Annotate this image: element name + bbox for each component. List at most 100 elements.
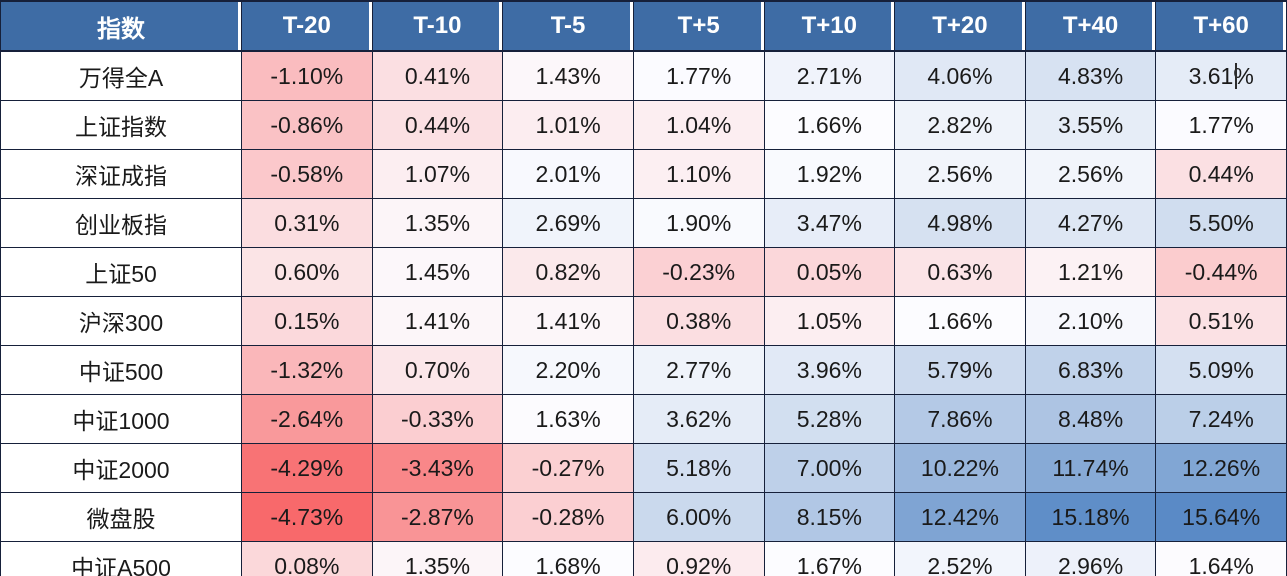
row-label: 中证500 [0, 345, 242, 395]
value-cell: 12.42% [894, 492, 1026, 542]
value-cell: -2.87% [371, 492, 504, 542]
value-cell: -1.32% [241, 345, 373, 395]
value-cell: 2.20% [502, 345, 634, 395]
column-header: T+60 [1155, 0, 1287, 52]
value-cell: 2.10% [1024, 296, 1157, 346]
value-cell: -0.27% [502, 443, 634, 493]
value-cell: -3.43% [371, 443, 504, 493]
value-cell: 1.66% [894, 296, 1026, 346]
value-cell: 1.90% [632, 198, 765, 248]
row-label: 深证成指 [0, 149, 242, 199]
value-cell: 0.15% [241, 296, 373, 346]
text-cursor [1235, 63, 1238, 89]
value-cell: 2.71% [763, 50, 896, 101]
value-cell: 1.35% [371, 198, 504, 248]
value-cell: 15.64% [1155, 492, 1287, 542]
value-cell: -2.64% [241, 394, 373, 444]
value-cell: 2.77% [632, 345, 765, 395]
value-cell: 1.64% [1155, 541, 1287, 576]
value-cell: 2.69% [502, 198, 634, 248]
value-cell: 5.28% [763, 394, 896, 444]
value-cell: 2.56% [894, 149, 1026, 199]
row-label: 微盘股 [0, 492, 242, 542]
value-cell: 3.47% [763, 198, 896, 248]
value-cell: 1.68% [502, 541, 634, 576]
value-cell: -0.44% [1155, 247, 1287, 297]
row-header-label: 指数 [0, 0, 242, 52]
value-cell: 0.82% [502, 247, 634, 297]
table-row: 万得全A -1.10% 0.41% 1.43% 1.77% 2.71% 4.06% 4.83%… [0, 50, 1287, 101]
value-cell: 0.60% [241, 247, 373, 297]
row-label: 中证1000 [0, 394, 242, 444]
row-label: 上证指数 [0, 100, 242, 150]
value-cell: 1.45% [371, 247, 504, 297]
value-cell: 11.74% [1024, 443, 1157, 493]
value-cell: -0.86% [241, 100, 373, 150]
value-cell: 7.00% [763, 443, 896, 493]
value-cell: 1.67% [763, 541, 896, 576]
value-cell: 4.83% [1024, 50, 1157, 101]
column-header: T-5 [502, 0, 634, 52]
value-cell: 0.05% [763, 247, 896, 297]
row-label: 中证A500 [0, 541, 242, 576]
value-cell: 1.10% [632, 149, 765, 199]
table-body: 万得全A -1.10% 0.41% 1.43% 1.77% 2.71% 4.06% 4.83%… [0, 50, 1287, 576]
value-cell: 1.04% [632, 100, 765, 150]
value-cell: 0.51% [1155, 296, 1287, 346]
column-header: T+5 [632, 0, 765, 52]
value-cell: 15.18% [1024, 492, 1157, 542]
value-cell: -0.58% [241, 149, 373, 199]
value-cell: -0.23% [632, 247, 765, 297]
value-cell: 1.43% [502, 50, 634, 101]
column-header: T+40 [1024, 0, 1157, 52]
value-cell: 1.07% [371, 149, 504, 199]
column-header: T+20 [894, 0, 1026, 52]
table-row: 深证成指 -0.58% 1.07% 2.01% 1.10% 1.92% 2.56% 2.56%… [0, 149, 1287, 199]
value-cell: 0.41% [371, 50, 504, 101]
value-cell: 3.61% [1155, 50, 1287, 101]
value-cell: 3.96% [763, 345, 896, 395]
table-row: 沪深300 0.15% 1.41% 1.41% 0.38% 1.05% 1.66% 2.10%… [0, 296, 1287, 346]
value-cell: 0.44% [1155, 149, 1287, 199]
value-cell: 1.66% [763, 100, 896, 150]
value-cell: 0.08% [241, 541, 373, 576]
table-header-row: 指数 T-20 T-10 T-5 T+5 T+10 T+20 T+40 T+60 [0, 0, 1287, 52]
row-label: 创业板指 [0, 198, 242, 248]
value-cell: 4.27% [1024, 198, 1157, 248]
value-cell: -0.33% [371, 394, 504, 444]
value-cell: 12.26% [1155, 443, 1287, 493]
value-cell: 1.92% [763, 149, 896, 199]
row-label: 沪深300 [0, 296, 242, 346]
value-cell: 1.21% [1024, 247, 1157, 297]
row-label: 中证2000 [0, 443, 242, 493]
value-cell: 8.48% [1024, 394, 1157, 444]
value-cell: 3.62% [632, 394, 765, 444]
value-cell: 0.38% [632, 296, 765, 346]
value-cell: 0.70% [371, 345, 504, 395]
value-cell: 7.86% [894, 394, 1026, 444]
column-header: T+10 [763, 0, 896, 52]
value-cell: 2.82% [894, 100, 1026, 150]
value-cell: 2.52% [894, 541, 1026, 576]
table-row: 上证指数 -0.86% 0.44% 1.01% 1.04% 1.66% 2.82% 3.55%… [0, 100, 1287, 150]
value-cell: 6.00% [632, 492, 765, 542]
value-cell: 1.41% [502, 296, 634, 346]
column-header: T-20 [241, 0, 373, 52]
value-cell: 10.22% [894, 443, 1026, 493]
table-row: 微盘股 -4.73% -2.87% -0.28% 6.00% 8.15% 12.42% 15.… [0, 492, 1287, 542]
value-cell: 0.44% [371, 100, 504, 150]
value-cell: 5.18% [632, 443, 765, 493]
value-cell: 8.15% [763, 492, 896, 542]
table-row: 上证50 0.60% 1.45% 0.82% -0.23% 0.05% 0.63% 1.21%… [0, 247, 1287, 297]
table-row: 中证500 -1.32% 0.70% 2.20% 2.77% 3.96% 5.79% 6.83… [0, 345, 1287, 395]
value-cell: 5.09% [1155, 345, 1287, 395]
value-cell: -4.29% [241, 443, 373, 493]
value-cell: 5.79% [894, 345, 1026, 395]
value-cell: 4.06% [894, 50, 1026, 101]
value-cell: 1.63% [502, 394, 634, 444]
value-cell: 5.50% [1155, 198, 1287, 248]
value-cell: -0.28% [502, 492, 634, 542]
table-row: 中证2000 -4.29% -3.43% -0.27% 5.18% 7.00% 10.22%… [0, 443, 1287, 493]
value-cell: -4.73% [241, 492, 373, 542]
